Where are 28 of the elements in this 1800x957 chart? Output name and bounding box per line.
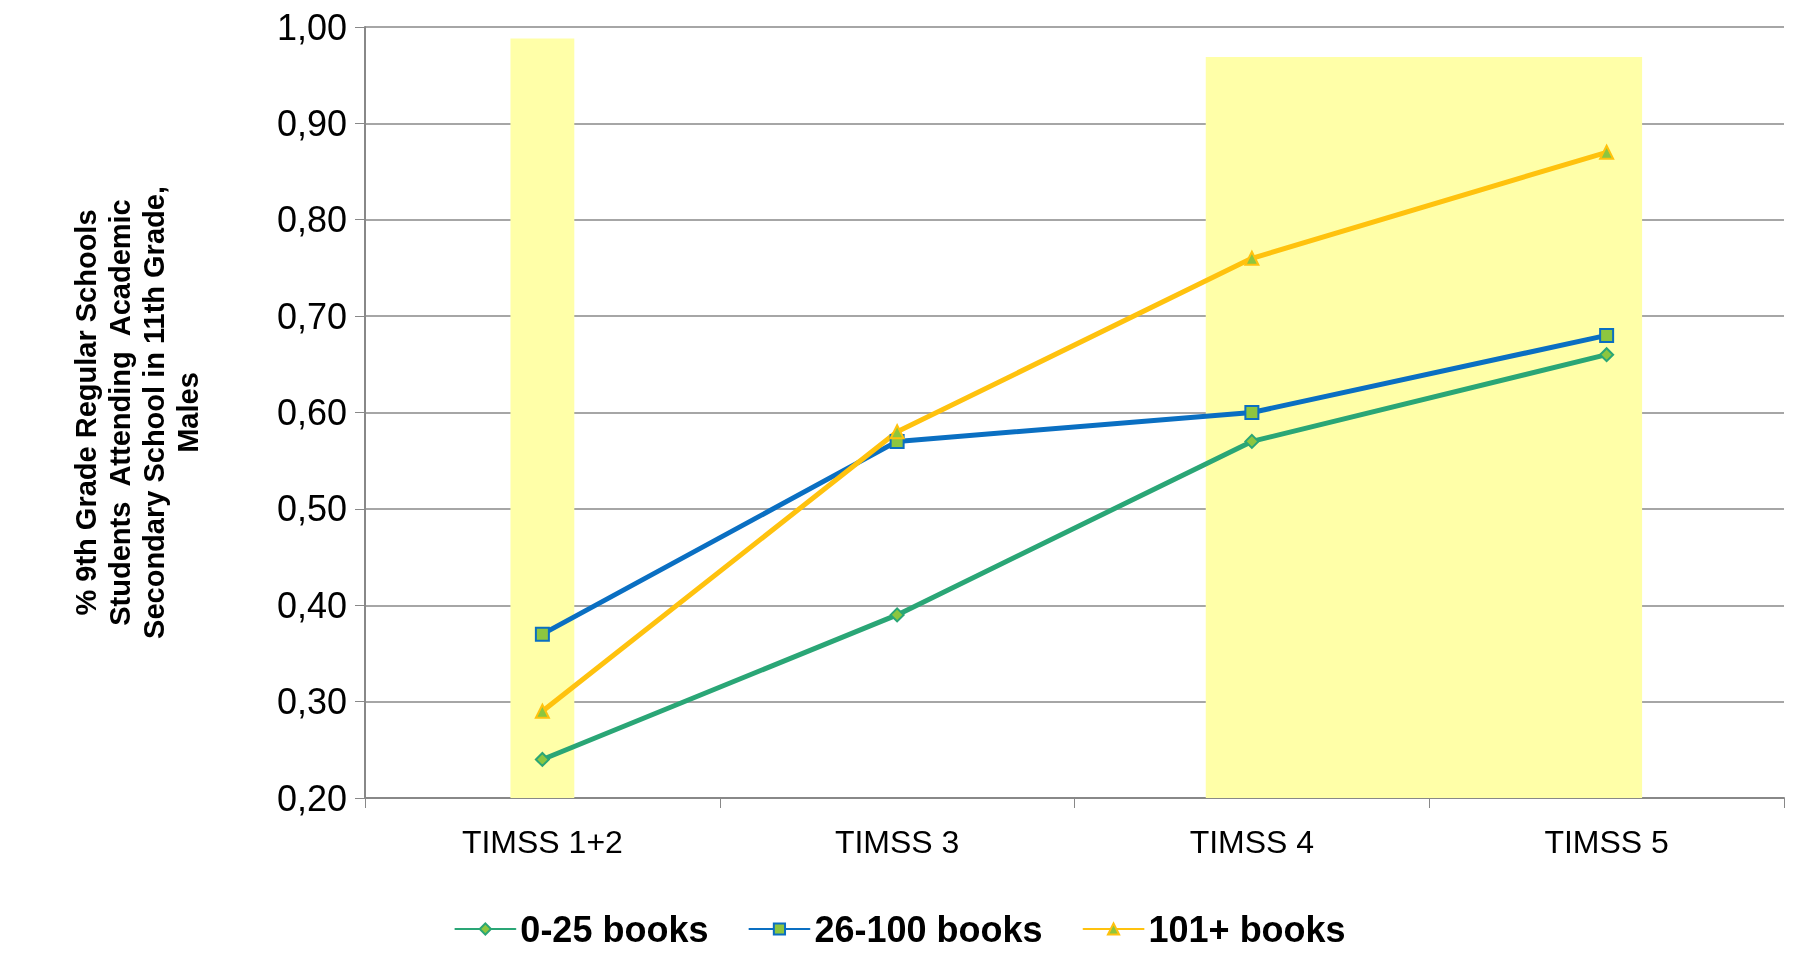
y-tick-label: 0,50 (276, 488, 347, 530)
x-tick-label: TIMSS 1+2 (461, 824, 623, 860)
point (1599, 144, 1615, 160)
point (1244, 405, 1260, 420)
point (1244, 250, 1260, 266)
y-tick-label: 0,40 (276, 584, 347, 626)
y-tick-label: 1,00 (276, 6, 347, 48)
y-tick-label: 0,30 (276, 681, 347, 723)
point (534, 626, 550, 642)
legend-label: 26-100 books (814, 908, 1043, 950)
point (889, 424, 905, 440)
y-tick-label: 0,90 (276, 102, 347, 144)
x-tick-label: TIMSS 4 (1189, 824, 1315, 860)
legend-label: 0-25 books (520, 908, 709, 950)
point (534, 751, 550, 767)
point (889, 607, 905, 623)
y-tick-label: 0,70 (276, 295, 347, 337)
point (1599, 347, 1615, 363)
y-axis-title: % 9th Grade Regular Schools Students Attending Academic Secondary School in 11th Grade, Males (70, 186, 204, 639)
x-tick-label: TIMSS 3 (834, 824, 960, 860)
y-tick-label: 0,80 (276, 199, 347, 241)
y-tick-label: 0,20 (276, 777, 347, 819)
point (1244, 433, 1260, 449)
legend-label: 101+ books (1148, 908, 1346, 950)
y-tick-label: 0,60 (276, 392, 347, 433)
x-tick-label: TIMSS 5 (1544, 824, 1669, 860)
point (534, 703, 550, 719)
point (1599, 327, 1615, 343)
